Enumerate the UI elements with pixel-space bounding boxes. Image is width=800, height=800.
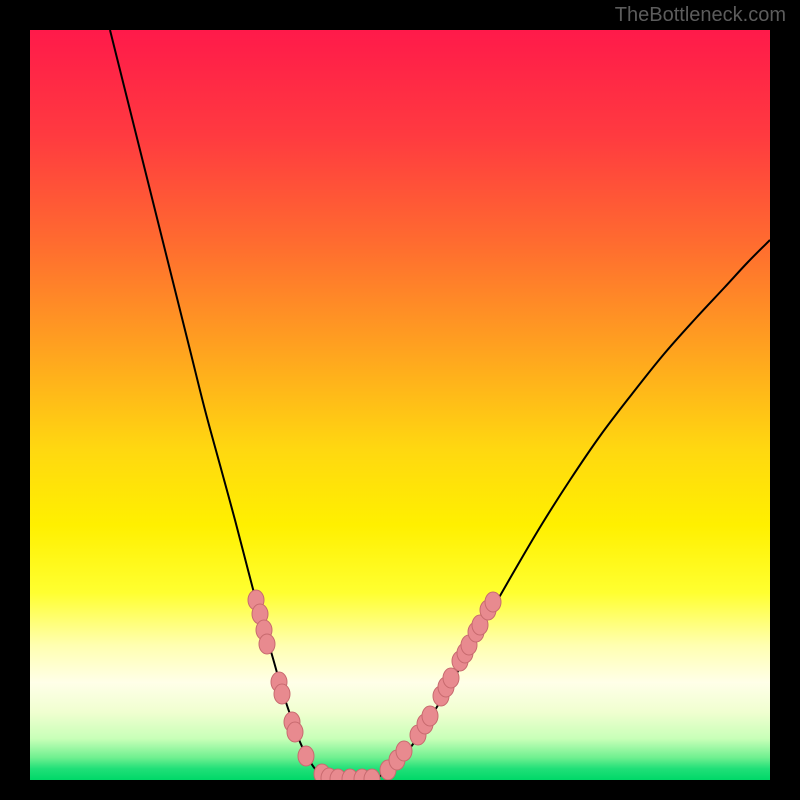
data-point — [274, 684, 290, 704]
chart-background — [30, 30, 770, 780]
data-point — [287, 722, 303, 742]
watermark-text: TheBottleneck.com — [615, 4, 786, 27]
data-point — [485, 592, 501, 612]
data-point — [364, 769, 380, 789]
data-point — [259, 634, 275, 654]
bottleneck-chart — [0, 0, 800, 800]
data-point — [298, 746, 314, 766]
data-point — [422, 706, 438, 726]
data-point — [396, 741, 412, 761]
data-point — [443, 668, 459, 688]
